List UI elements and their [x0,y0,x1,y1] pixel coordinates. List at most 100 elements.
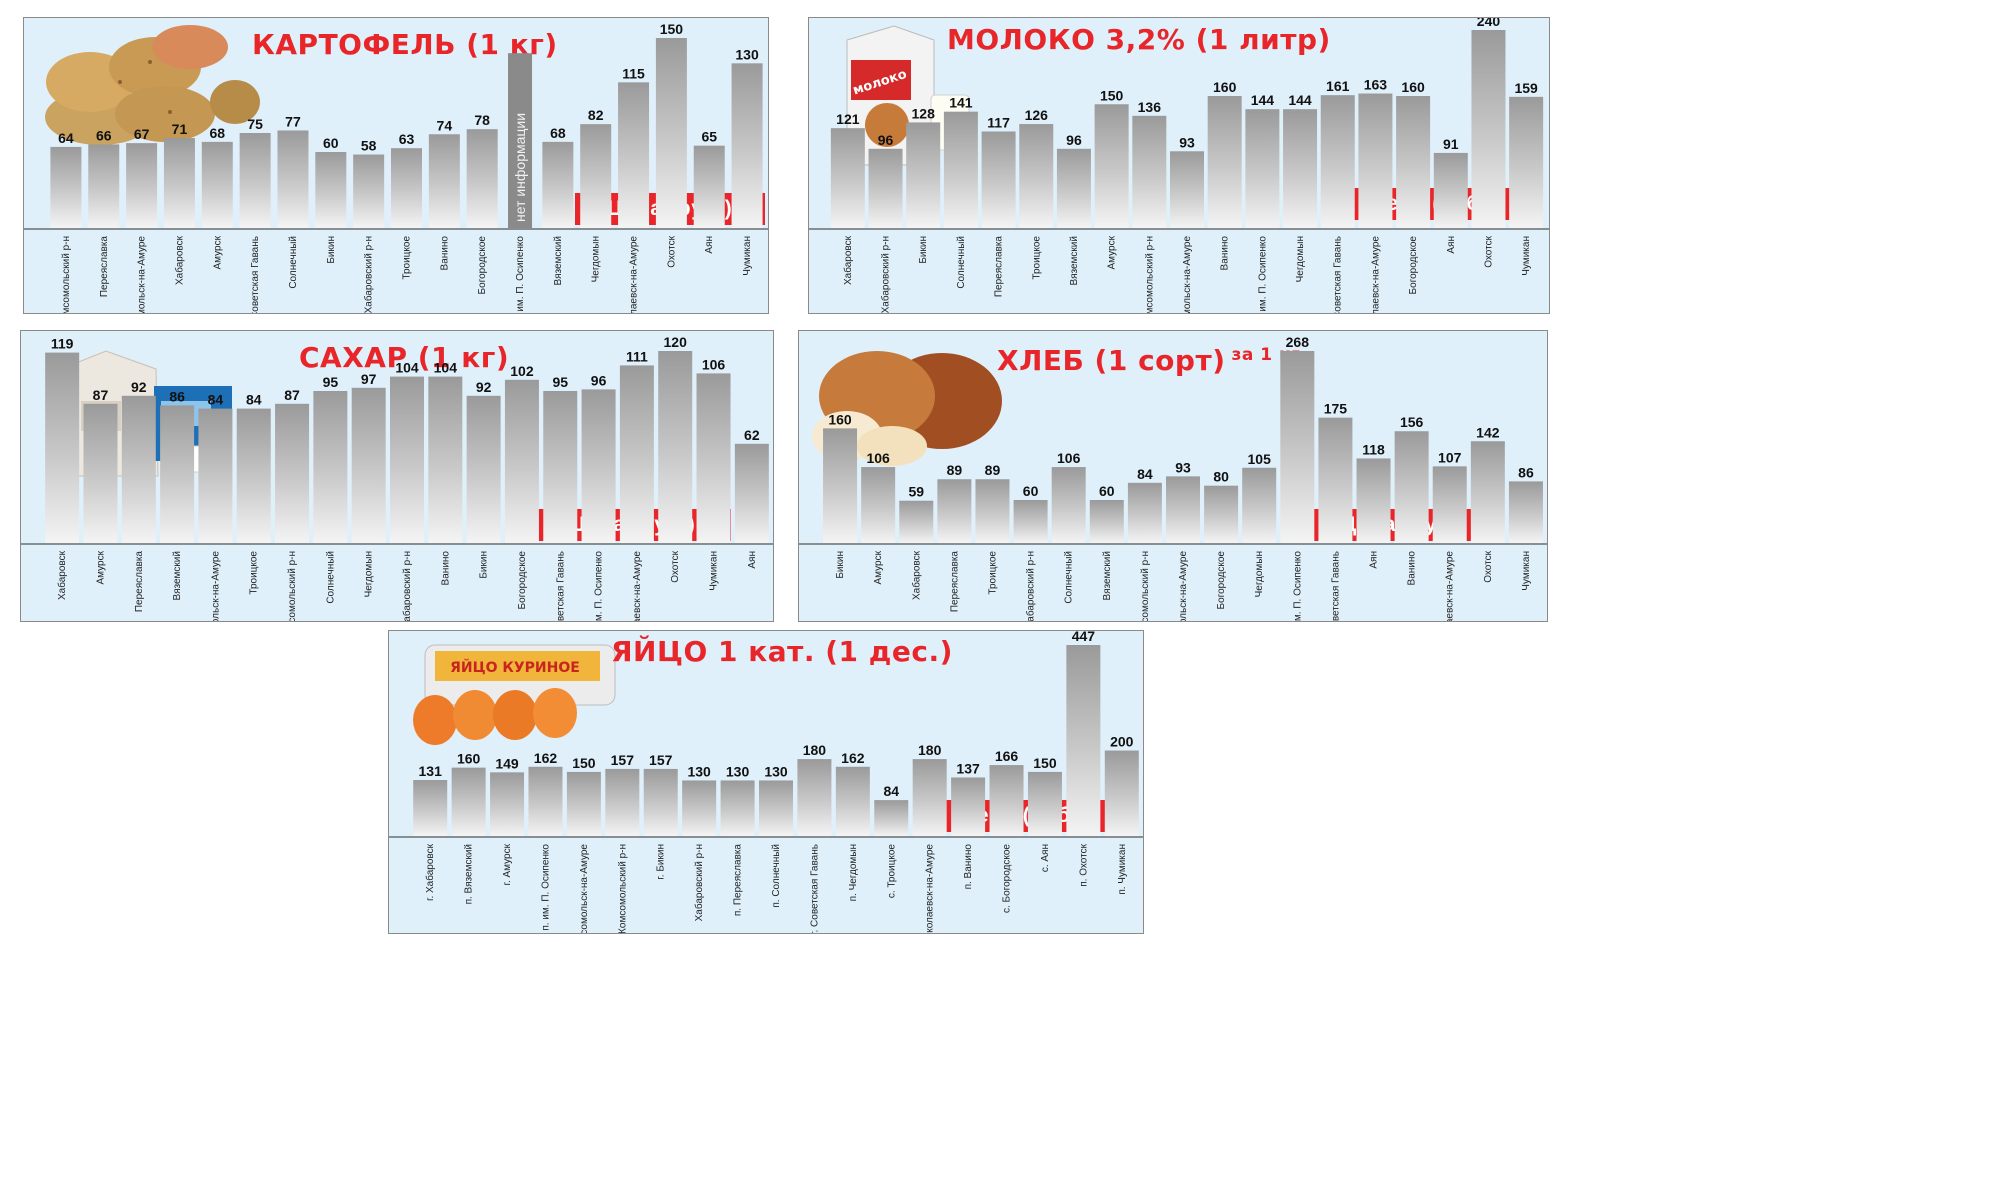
bar [682,780,717,836]
data-label: 150 [572,755,596,771]
chart-panel-sugar: САХАР (1 кг) Цена (руб.) 119Хабаровск87А… [20,330,774,622]
data-label: 160 [1213,79,1237,95]
category-label: Чумикан [742,236,753,276]
data-label: 157 [611,752,635,768]
data-label: 102 [510,363,534,379]
category-label: Хабаровск [56,550,68,600]
bar [899,500,934,543]
data-label: 137 [956,760,980,776]
category-label: Советская Гавань [250,236,261,313]
category-label: Амурск [1107,235,1118,269]
data-label: 130 [764,763,788,779]
bar [861,467,896,543]
category-label: п. Переяславка [733,844,744,917]
bar [693,145,725,228]
bar [1170,151,1204,228]
bar [315,152,347,228]
category-label: Переяславка [99,236,110,298]
data-label: 142 [1476,424,1500,440]
bar [391,148,422,228]
bar [731,63,763,229]
data-label: 150 [660,21,684,37]
data-label: 117 [987,114,1010,130]
bar [1318,417,1353,543]
category-label: п. Ванино [963,844,974,890]
data-label: 136 [1138,99,1162,115]
data-label: 89 [947,462,963,478]
category-label: Советская Гавань [1330,551,1341,621]
category-label: Чумикан [1521,236,1532,276]
bar [121,395,156,543]
chart-panel-bread: ХЛЕБ (1 сорт)за 1 кг Цена (руб.) 160Бики… [798,330,1548,622]
bar [1283,109,1318,228]
category-label: Бикин [479,551,490,579]
category-label: Богородское [517,551,528,610]
category-label: Николаевск-на-Амуре [629,236,640,313]
bar [1089,500,1124,543]
data-label: 180 [918,742,942,758]
data-label: 59 [908,484,924,500]
bar [981,131,1016,228]
data-label: 119 [51,336,74,352]
data-label: 75 [247,116,263,132]
category-label: Николаевск-на-Амуре [1370,236,1381,313]
no-data-bar [508,53,533,229]
category-label: Аян [747,551,758,569]
bar [466,395,501,543]
bar [466,129,498,228]
bar [1204,485,1239,543]
bar [543,391,578,543]
bar [353,154,385,228]
category-label: Бикин [918,236,929,264]
bar [1027,771,1062,836]
data-label: 87 [284,387,300,403]
category-label: г. Хабаровск [424,843,436,901]
data-label: 162 [841,750,865,766]
category-label: Хабаровский р-н [693,844,705,921]
category-label: Вяземский [172,551,183,600]
category-label: Чегдомын [364,551,375,597]
category-label: п. Солнечный [771,844,782,908]
bar [989,765,1024,836]
potato-image [45,25,260,145]
bar [912,759,947,836]
data-label: 106 [702,356,726,372]
category-label: Ванино [440,551,451,586]
bar [1051,467,1086,543]
category-label: г. Комсомольск-на-Амуре [579,844,590,933]
data-label: 130 [687,763,711,779]
data-label: 91 [1443,136,1459,152]
category-label: Переяславка [949,551,960,613]
category-label: Хабаровский р-н [363,236,375,313]
bar [451,767,486,836]
data-label: 71 [172,121,188,137]
data-label: 95 [552,374,568,390]
bar [830,128,865,228]
bar-chart-eggs: 131 г. Хабаровск 160 п. Вяземский 149 г. Амур… [389,631,1143,933]
bar [655,38,687,228]
bar [1394,431,1429,543]
data-label: 65 [701,129,717,145]
bar [1396,96,1431,228]
bar [1019,124,1054,228]
category-label: Солнечный [325,551,336,604]
data-label: 150 [1033,755,1057,771]
bar [1509,96,1544,228]
data-label: 86 [1518,464,1534,480]
data-label: 64 [58,130,74,146]
data-label: 93 [1179,134,1195,150]
bar [428,134,460,228]
data-label: 97 [361,371,377,387]
data-label: 160 [1401,79,1425,95]
bar-chart-potato: 64 Комсомольский р-н 66 Переяславка 67 Комсом… [24,21,768,313]
data-label: 130 [735,46,759,62]
data-label: 104 [434,360,458,376]
bar [1104,750,1139,836]
chart-title: МОЛОКО 3,2% (1 литр) [947,23,1331,56]
bar [275,403,310,543]
bar [1471,30,1506,228]
bar [1094,104,1129,228]
bar [1280,351,1315,543]
category-label: Комсомольский р-н [287,551,298,621]
data-label: 268 [1286,334,1310,350]
